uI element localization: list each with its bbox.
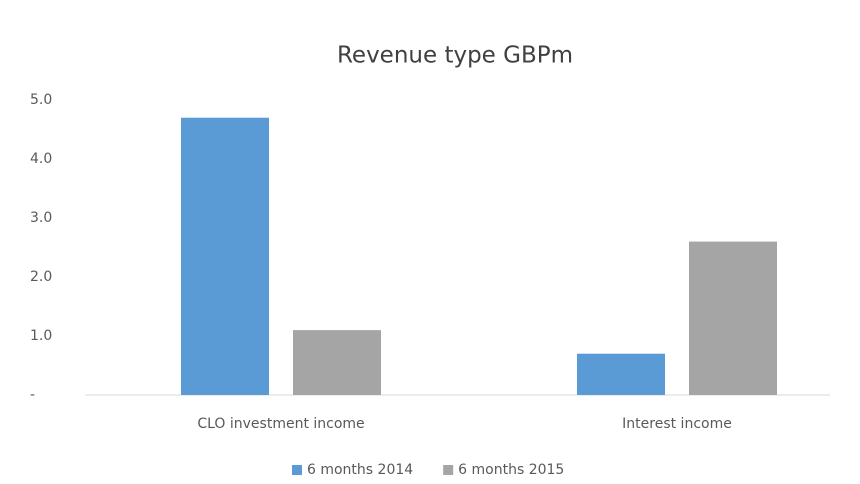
chart-title: Revenue type GBPm bbox=[337, 43, 573, 69]
legend-label: 6 months 2014 bbox=[307, 462, 413, 478]
y-tick-label: 2.0 bbox=[30, 269, 52, 285]
legend-swatch bbox=[443, 465, 454, 475]
y-tick-label: - bbox=[30, 387, 35, 403]
legend-swatch bbox=[292, 465, 302, 475]
y-tick-label: 1.0 bbox=[30, 328, 52, 344]
x-tick-label: CLO investment income bbox=[197, 416, 364, 432]
bar bbox=[293, 330, 381, 395]
x-tick-label: Interest income bbox=[622, 416, 732, 432]
y-tick-label: 3.0 bbox=[30, 210, 52, 226]
bar bbox=[689, 241, 777, 395]
bar bbox=[577, 353, 665, 395]
y-tick-label: 4.0 bbox=[30, 151, 52, 167]
y-tick-label: 5.0 bbox=[30, 92, 52, 108]
bar bbox=[181, 117, 269, 395]
legend-label: 6 months 2015 bbox=[458, 462, 564, 478]
